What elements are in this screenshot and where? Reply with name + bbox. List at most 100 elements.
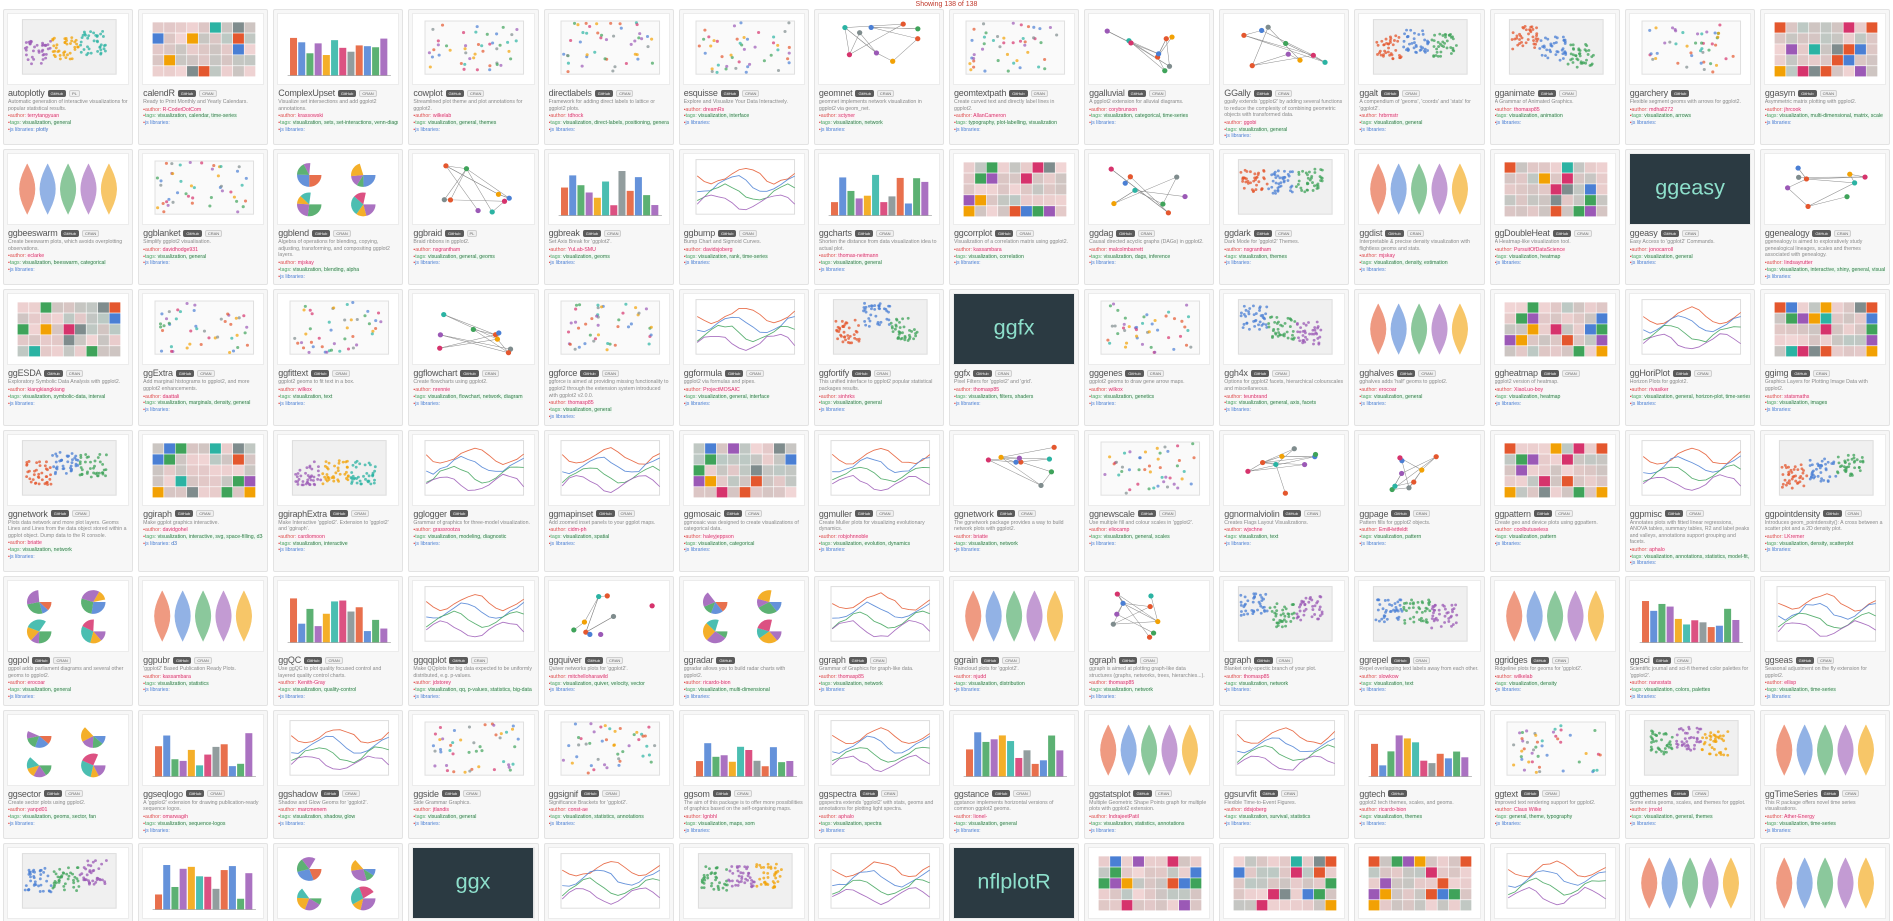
author-value[interactable]: teunbrand	[1242, 393, 1268, 400]
package-thumbnail[interactable]	[7, 847, 130, 920]
package-name[interactable]: ggrepel	[1359, 655, 1389, 666]
package-thumbnail[interactable]	[1763, 713, 1886, 786]
package-name[interactable]: ggshadow	[278, 788, 318, 799]
cran-badge[interactable]: CRAN	[1562, 369, 1580, 377]
author-value[interactable]: kassambara	[161, 673, 191, 680]
author-value[interactable]: thomas-neitmann	[836, 253, 879, 260]
package-thumbnail[interactable]	[142, 293, 265, 366]
package-name[interactable]: ggasym	[1764, 88, 1796, 98]
tags-value[interactable]: visualization, qq, p-values, statistics,…	[426, 687, 532, 694]
package-name[interactable]: ggnetwork	[8, 508, 48, 519]
package-name[interactable]: directlabels	[548, 88, 592, 98]
package-thumbnail[interactable]	[277, 847, 400, 920]
github-stars-badge[interactable]: GitHub	[996, 510, 1016, 518]
tags-value[interactable]: visualization, marginals, density, gener…	[156, 400, 251, 407]
github-stars-badge[interactable]: GitHub	[995, 229, 1014, 237]
author-value[interactable]: thomasp85	[836, 673, 864, 680]
github-stars-badge[interactable]: GitHub	[1670, 89, 1690, 97]
package-name[interactable]: ggpage	[1359, 508, 1389, 519]
package-thumbnail[interactable]	[1493, 847, 1616, 920]
cran-badge[interactable]: CRAN	[481, 369, 500, 377]
package-thumbnail[interactable]	[1493, 293, 1616, 366]
cran-badge[interactable]: CRAN	[1412, 510, 1431, 518]
package-card[interactable]: ggthemes GitHub CRAN Some extra geoms, scal…	[1624, 709, 1755, 840]
package-thumbnail[interactable]	[952, 580, 1076, 653]
tags-value[interactable]: visualization, animation	[1507, 113, 1563, 120]
package-thumbnail[interactable]	[1358, 580, 1481, 653]
package-name[interactable]: ggnewscale	[1089, 508, 1135, 519]
author-value[interactable]: terrytangyuan	[26, 113, 60, 120]
github-stars-badge[interactable]: GitHub	[174, 510, 194, 518]
cran-badge[interactable]: CRAN	[342, 790, 360, 798]
package-name[interactable]: ggraph	[818, 655, 846, 666]
package-thumbnail[interactable]	[952, 153, 1076, 226]
tags-value[interactable]: visualization, time-series	[1777, 687, 1836, 694]
author-value[interactable]: robjohnnoble	[836, 533, 869, 540]
package-card[interactable]: ggradar GitHub ggradar allows you to build…	[678, 576, 809, 706]
tags-value[interactable]: general, theme, typography	[1507, 814, 1573, 821]
package-card[interactable]: ggTimeSeries GitHub CRAN This R package off…	[1759, 709, 1890, 840]
package-name[interactable]: GGally	[1224, 88, 1251, 98]
cran-badge[interactable]: CRAN	[1013, 790, 1031, 798]
package-card[interactable]: hrbrthemesGitHubCRANA compilation of ext…	[543, 843, 674, 921]
github-stars-badge[interactable]: GitHub	[854, 510, 874, 518]
cran-badge[interactable]: CRAN	[1275, 229, 1293, 237]
cran-badge[interactable]: CRAN	[605, 656, 624, 664]
cran-badge[interactable]: CRAN	[739, 229, 757, 237]
author-value[interactable]: EmilHvitfeldt	[1377, 527, 1408, 534]
author-value[interactable]: ddsjoberg	[1242, 807, 1267, 814]
package-thumbnail[interactable]	[1358, 293, 1481, 366]
tags-value[interactable]: visualization, interface	[696, 113, 750, 120]
github-stars-badge[interactable]: GitHub	[1798, 89, 1817, 97]
author-value[interactable]: mjskay	[1377, 253, 1396, 260]
cran-badge[interactable]: CRAN	[616, 89, 634, 97]
package-name[interactable]: ggiraph	[143, 508, 172, 519]
package-name[interactable]: ggtech	[1359, 788, 1386, 799]
package-card[interactable]: ggsurvfit GitHub CRAN Flexible Time-to-Even…	[1219, 709, 1350, 840]
cran-badge[interactable]: CRAN	[81, 229, 100, 237]
tags-value[interactable]: visualization, general	[1372, 393, 1423, 400]
tags-value[interactable]: visualization, statistics, annotations	[1102, 820, 1185, 827]
package-name[interactable]: ggstatsplot	[1089, 788, 1131, 799]
github-stars-badge[interactable]: GitHub	[1660, 229, 1679, 237]
author-value[interactable]: haleyjeppson	[701, 533, 734, 540]
author-value[interactable]: wilkelab	[431, 113, 452, 120]
author-value[interactable]: dreamRs	[701, 106, 725, 113]
package-card[interactable]: ggxggxGitHubCRANA Natural Language Inter…	[408, 843, 539, 921]
package-card[interactable]: ggpol GitHub CRAN ggpol adds parliament dia…	[3, 576, 134, 706]
package-thumbnail[interactable]	[1358, 13, 1481, 85]
cran-badge[interactable]: CRAN	[601, 369, 619, 377]
tags-value[interactable]: visualization, calendar, time-series	[156, 113, 237, 120]
package-card[interactable]: ggrain GitHub CRAN Raincloud plots for 'ggp…	[948, 576, 1080, 706]
package-card[interactable]: ggdist GitHub CRAN Interpretable & precise …	[1354, 149, 1485, 286]
cran-badge[interactable]: CRAN	[65, 369, 84, 377]
package-card[interactable]: directlabels GitHub CRAN Framework for addi…	[543, 9, 674, 146]
author-value[interactable]: Kenith-Gray	[296, 680, 326, 687]
github-stars-badge[interactable]: GitHub	[172, 656, 192, 664]
cran-badge[interactable]: CRAN	[204, 229, 223, 237]
github-stars-badge[interactable]: GitHub	[1540, 369, 1560, 377]
package-card[interactable]: ggtech GitHub ggplot2 tech themes, scales,…	[1354, 709, 1485, 840]
package-thumbnail[interactable]	[1088, 433, 1211, 506]
cran-badge[interactable]: CRAN	[1140, 656, 1158, 664]
github-stars-badge[interactable]: GitHub	[1520, 790, 1540, 798]
tags-value[interactable]: visualization, colors, palettes	[1642, 687, 1711, 694]
package-thumbnail[interactable]	[142, 713, 265, 786]
github-stars-badge[interactable]: GitHub	[1670, 790, 1690, 798]
package-name[interactable]: ComplexUpset	[278, 88, 335, 98]
author-value[interactable]: jrnold	[1647, 807, 1662, 814]
author-value[interactable]: thomasp85	[1107, 680, 1135, 687]
github-stars-badge[interactable]: GitHub	[60, 229, 79, 237]
author-value[interactable]: daattali	[161, 393, 180, 400]
package-card[interactable]: lindiaGitHubCRANCreate diagnostic plots …	[813, 843, 944, 921]
package-name[interactable]: ggqqplot	[413, 655, 447, 666]
github-stars-badge[interactable]: GitHub	[1533, 510, 1553, 518]
package-card[interactable]: ggbreak GitHub CRAN Set Axis Break for 'ggp…	[543, 149, 674, 286]
package-card[interactable]: ggnetwork GitHub CRAN Plots data network an…	[3, 429, 134, 573]
package-name[interactable]: ggbraid	[413, 228, 443, 239]
package-name[interactable]: ggbreak	[548, 228, 580, 239]
author-value[interactable]: malcolmbarrett	[1107, 246, 1143, 253]
package-name[interactable]: ggside	[413, 788, 439, 799]
author-value[interactable]: eclarke	[26, 253, 45, 260]
package-thumbnail[interactable]	[277, 713, 400, 786]
